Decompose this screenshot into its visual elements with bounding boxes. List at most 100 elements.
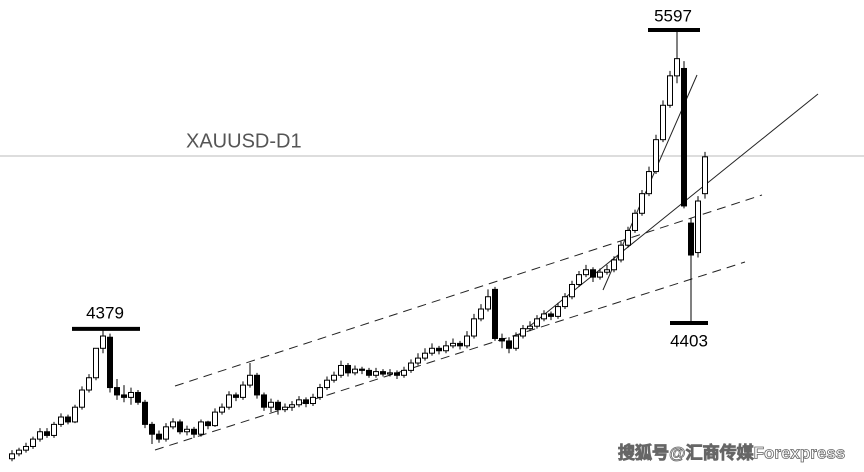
candle-body bbox=[149, 423, 155, 435]
candle-body bbox=[72, 406, 78, 423]
candle-body bbox=[569, 283, 575, 298]
candle-body bbox=[499, 337, 505, 342]
candle-body bbox=[527, 325, 533, 330]
candle-body bbox=[121, 394, 127, 398]
candle-body bbox=[212, 411, 218, 427]
candle-body bbox=[226, 394, 232, 408]
candle-body bbox=[338, 364, 344, 376]
candle-body bbox=[478, 308, 484, 320]
chart-title: XAUUSD-D1 bbox=[186, 130, 302, 152]
candle-body bbox=[23, 445, 29, 451]
candle-body bbox=[688, 222, 694, 256]
candle-body bbox=[261, 394, 267, 408]
candle-body bbox=[366, 369, 372, 376]
candle-body bbox=[695, 200, 701, 254]
candle-body bbox=[625, 229, 631, 246]
candle-body bbox=[177, 421, 183, 433]
candle-body bbox=[534, 318, 540, 327]
candle-body bbox=[674, 58, 680, 77]
candle-body bbox=[191, 428, 197, 435]
level-label: 5597 bbox=[654, 6, 692, 25]
candle-body bbox=[653, 139, 659, 173]
candle-body bbox=[359, 368, 365, 371]
candles bbox=[9, 29, 708, 462]
candle-body bbox=[618, 244, 624, 261]
channel-upper bbox=[174, 194, 763, 387]
candle-body bbox=[268, 401, 274, 408]
candle-body bbox=[100, 335, 106, 349]
candle-body bbox=[422, 352, 428, 359]
candle-body bbox=[219, 406, 225, 413]
candle-body bbox=[142, 401, 148, 425]
candle-body bbox=[30, 438, 36, 447]
candle-body bbox=[205, 421, 211, 427]
candle-body bbox=[639, 193, 645, 214]
candle-body bbox=[303, 399, 309, 405]
candle-body bbox=[282, 406, 288, 411]
candle-body bbox=[450, 342, 456, 347]
candle-body bbox=[485, 296, 491, 310]
channel-lower bbox=[154, 261, 746, 451]
candle-body bbox=[170, 421, 176, 428]
candle-body bbox=[184, 428, 190, 433]
candle-body bbox=[163, 426, 169, 440]
candle-body bbox=[9, 453, 15, 460]
candle-body bbox=[345, 364, 351, 374]
candle-body bbox=[562, 296, 568, 308]
candle-body bbox=[611, 259, 617, 271]
candle-body bbox=[429, 347, 435, 354]
annotations: 5597 4379 4403 bbox=[72, 6, 708, 350]
candle-body bbox=[380, 371, 386, 375]
candle-body bbox=[296, 399, 302, 406]
candle-body bbox=[590, 269, 596, 278]
candle-body bbox=[597, 271, 603, 278]
candle-body bbox=[506, 340, 512, 349]
candle-body bbox=[135, 391, 141, 403]
watermark: 搜狐号@汇商传媒Forexpress bbox=[618, 442, 845, 462]
candle-body bbox=[394, 372, 400, 376]
candle-body bbox=[86, 377, 92, 391]
candle-body bbox=[317, 387, 323, 398]
candle-body bbox=[331, 374, 337, 381]
candle-body bbox=[58, 416, 64, 425]
candle-body bbox=[471, 318, 477, 337]
candle-body bbox=[114, 387, 120, 396]
candle-body bbox=[37, 431, 43, 440]
candle-body bbox=[254, 374, 260, 396]
candle-body bbox=[513, 335, 519, 349]
candle-body bbox=[93, 347, 99, 379]
candle-body bbox=[702, 156, 708, 195]
candle-body bbox=[107, 336, 113, 389]
candle-body bbox=[443, 345, 449, 352]
candle-body bbox=[681, 67, 687, 207]
candle-body bbox=[520, 328, 526, 337]
candle-body bbox=[457, 342, 463, 347]
candle-body bbox=[415, 357, 421, 364]
candle-body bbox=[548, 313, 554, 317]
candle-body bbox=[373, 371, 379, 376]
candle-body bbox=[583, 269, 589, 276]
candle-body bbox=[44, 431, 50, 436]
candle-body bbox=[16, 449, 22, 455]
candle-body bbox=[198, 421, 204, 435]
candle-body bbox=[408, 362, 414, 371]
candle-body bbox=[632, 212, 638, 231]
candle-body bbox=[65, 416, 71, 423]
candle-body bbox=[352, 368, 358, 374]
candle-body bbox=[436, 347, 442, 352]
candle-body bbox=[492, 288, 498, 339]
level-label: 4379 bbox=[86, 303, 124, 322]
candle-body bbox=[464, 335, 470, 347]
candle-body bbox=[576, 274, 582, 285]
candle-body bbox=[275, 401, 281, 411]
level-label: 4403 bbox=[670, 331, 708, 350]
candle-body bbox=[233, 394, 239, 398]
candle-body bbox=[604, 269, 610, 273]
candle-body bbox=[128, 391, 134, 398]
candle-body bbox=[387, 372, 393, 375]
candle-body bbox=[51, 423, 57, 436]
candle-body bbox=[289, 404, 295, 408]
candle-body bbox=[660, 104, 666, 141]
